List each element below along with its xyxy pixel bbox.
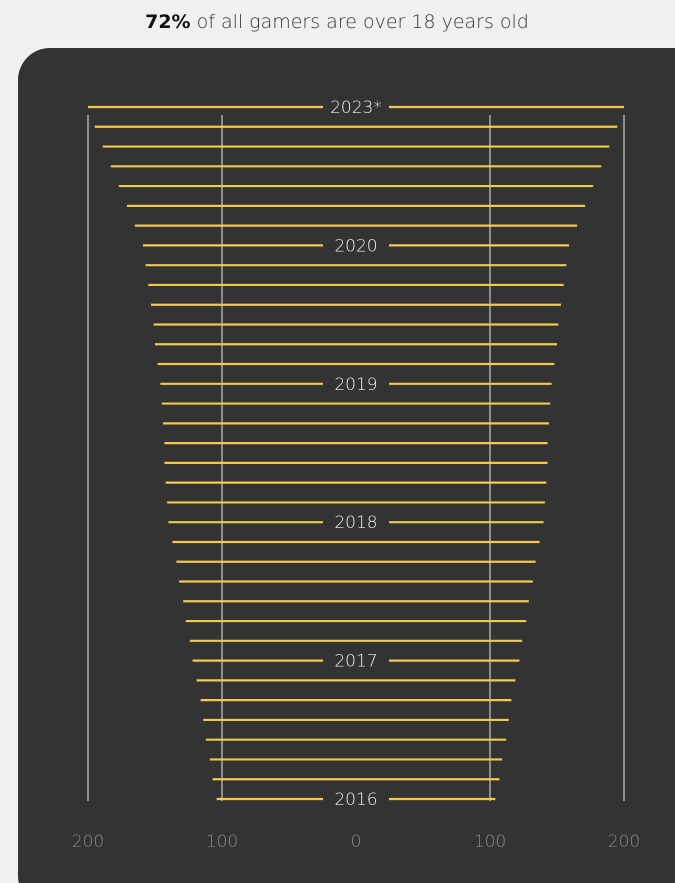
year-label: 2020 [334, 236, 377, 256]
x-tick-label: 0 [351, 832, 362, 852]
year-label: 2019 [334, 375, 377, 395]
x-tick-label: 100 [474, 832, 506, 852]
year-label-bg [323, 789, 389, 809]
title-highlight: 72% [145, 11, 190, 33]
panel [18, 48, 675, 883]
year-label: 2023* [330, 98, 382, 118]
year-label-bg [323, 373, 389, 394]
year-label: 2018 [334, 513, 377, 533]
year-label: 2017 [334, 652, 377, 672]
year-label-bg [323, 235, 389, 256]
year-label-bg [323, 97, 389, 117]
year-label-bg [323, 512, 389, 533]
x-tick-label: 200 [608, 832, 640, 852]
chart-title: 72% of all gamers are over 18 years old [145, 11, 529, 33]
title-text: of all gamers are over 18 years old [197, 11, 529, 33]
year-label: 2016 [334, 790, 377, 810]
x-tick-label: 100 [206, 832, 238, 852]
x-tick-label: 200 [72, 832, 104, 852]
year-label-bg [323, 650, 389, 671]
